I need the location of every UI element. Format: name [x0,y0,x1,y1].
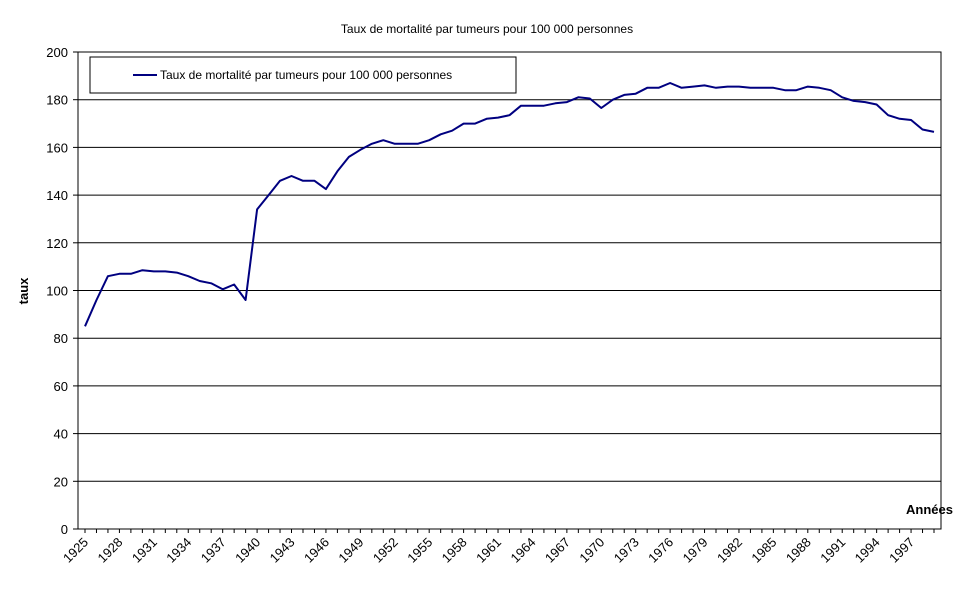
y-tick-label-0: 0 [61,522,68,537]
x-tick-label-1988: 1988 [783,535,814,566]
x-tick-label-1943: 1943 [267,535,298,566]
x-tick-label-1952: 1952 [370,535,401,566]
x-tick-label-1958: 1958 [439,535,470,566]
x-tick-label-1946: 1946 [301,535,332,566]
gridlines [78,99,941,482]
x-tick-label-1925: 1925 [60,535,91,566]
x-tick-label-1964: 1964 [508,535,539,566]
chart-title: Taux de mortalité par tumeurs pour 100 0… [341,22,633,36]
y-axis-ticks: 0 20 40 60 80 100 120 140 160 180 200 [46,45,78,537]
y-tick-label-40: 40 [54,427,68,442]
y-tick-label-160: 160 [46,140,68,155]
x-tick-label-1994: 1994 [852,535,883,566]
legend-entry-label: Taux de mortalité par tumeurs pour 100 0… [160,68,452,82]
x-tick-label-1970: 1970 [576,535,607,566]
x-axis-ticks: 1925 1928 1931 1934 1937 1940 1943 1946 1949 1952… [60,529,935,566]
series-line-0 [84,82,935,327]
x-axis-title: Années [906,502,953,517]
x-tick-label-1937: 1937 [198,535,229,566]
y-tick-label-180: 180 [46,93,68,108]
x-tick-label-1934: 1934 [163,535,194,566]
y-tick-label-20: 20 [54,474,68,489]
series-layer [84,82,935,327]
x-tick-label-1997: 1997 [886,535,917,566]
y-tick-label-120: 120 [46,236,68,251]
y-tick-label-100: 100 [46,284,68,299]
y-tick-label-80: 80 [54,331,68,346]
x-tick-label-1928: 1928 [94,535,125,566]
x-tick-label-1955: 1955 [404,535,435,566]
y-tick-label-140: 140 [46,188,68,203]
x-tick-label-1976: 1976 [645,535,676,566]
legend-box [89,56,517,94]
x-tick-label-1931: 1931 [129,535,160,566]
x-tick-label-1991: 1991 [817,535,848,566]
x-tick-label-1982: 1982 [714,535,745,566]
x-tick-label-1979: 1979 [680,535,711,566]
x-tick-label-1985: 1985 [748,535,779,566]
x-tick-label-1961: 1961 [473,535,504,566]
y-axis-title: taux [16,277,31,305]
x-tick-label-1973: 1973 [611,535,642,566]
y-tick-label-200: 200 [46,45,68,60]
legend: Taux de mortalité par tumeurs pour 100 0… [89,56,517,94]
x-tick-label-1940: 1940 [232,535,263,566]
y-tick-label-60: 60 [54,379,68,394]
x-tick-label-1949: 1949 [335,535,366,566]
x-tick-label-1967: 1967 [542,535,573,566]
